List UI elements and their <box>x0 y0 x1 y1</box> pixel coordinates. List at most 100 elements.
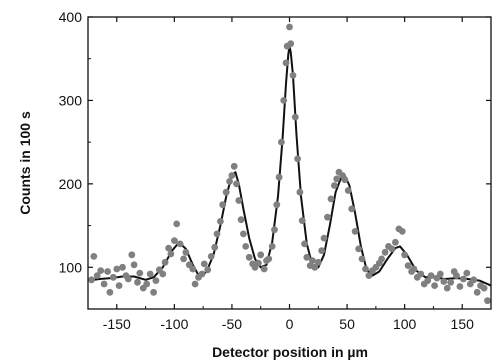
data-point <box>463 269 471 277</box>
fit-curve <box>87 45 492 287</box>
data-point <box>161 258 169 266</box>
data-point <box>171 237 178 245</box>
data-point <box>106 288 114 296</box>
data-point <box>358 255 366 263</box>
data-point <box>237 216 245 224</box>
data-point <box>255 259 262 267</box>
x-tick-label: 150 <box>451 316 475 332</box>
data-point <box>230 162 238 170</box>
data-point <box>97 267 105 274</box>
data-point <box>327 195 335 203</box>
data-point <box>460 275 467 283</box>
data-point <box>404 262 412 269</box>
data-point <box>303 253 311 261</box>
data-point <box>245 253 253 261</box>
data-point <box>378 255 385 263</box>
data-point <box>318 247 326 255</box>
data-point <box>182 248 190 256</box>
data-point <box>119 263 126 271</box>
data-point <box>222 188 230 196</box>
data-point <box>440 278 448 285</box>
data-point <box>453 272 460 279</box>
data-point <box>331 182 338 189</box>
data-point <box>240 230 247 238</box>
data-point <box>242 243 250 250</box>
data-point <box>447 278 455 286</box>
data-point <box>265 255 273 263</box>
data-point <box>93 272 101 279</box>
data-point <box>314 258 322 266</box>
data-point <box>176 240 184 248</box>
data-point <box>146 270 154 278</box>
data-point <box>311 263 319 271</box>
data-point <box>115 282 123 289</box>
data-point <box>294 155 301 163</box>
x-tick-label: -150 <box>103 316 131 332</box>
data-points-layer <box>88 23 491 305</box>
x-tick-label: 50 <box>339 316 355 332</box>
data-point <box>273 201 281 209</box>
data-point <box>470 276 478 284</box>
y-tick-label: 200 <box>59 176 83 192</box>
data-point <box>260 265 268 273</box>
y-tick-label: 300 <box>59 92 83 108</box>
x-axis-title: Detector position in µm <box>212 344 368 360</box>
data-point <box>480 284 488 292</box>
data-point <box>211 243 219 251</box>
data-point <box>271 226 278 234</box>
data-point <box>173 220 181 228</box>
data-point <box>381 248 389 256</box>
data-point <box>165 244 173 252</box>
y-tick-label: 100 <box>59 259 83 275</box>
data-point <box>226 178 234 185</box>
data-point <box>136 269 144 277</box>
data-point <box>124 275 132 283</box>
data-point <box>436 270 444 278</box>
data-point <box>289 72 297 79</box>
data-point <box>280 97 288 104</box>
data-point <box>348 205 356 213</box>
data-point <box>128 251 136 259</box>
x-tick-label: -50 <box>222 316 242 332</box>
data-point <box>217 218 224 225</box>
data-point <box>143 280 151 288</box>
y-tick-label: 400 <box>59 9 83 25</box>
data-point <box>309 257 316 264</box>
data-point <box>344 187 352 194</box>
data-point <box>109 273 117 281</box>
x-tick-label: 0 <box>286 316 294 332</box>
data-point <box>191 280 199 288</box>
data-point <box>228 172 236 179</box>
data-point <box>282 59 290 67</box>
data-point <box>427 272 435 279</box>
fit-curve-layer <box>87 45 492 287</box>
data-point <box>213 230 221 238</box>
y-axis-title: Counts in 100 s <box>17 111 33 215</box>
data-point <box>351 228 359 235</box>
data-point <box>130 261 138 269</box>
data-point <box>113 265 121 273</box>
data-point <box>200 260 208 268</box>
data-point <box>417 270 425 278</box>
data-point <box>150 288 158 296</box>
data-point <box>88 276 95 284</box>
x-tick-label: 100 <box>393 316 417 332</box>
data-point <box>100 280 108 288</box>
data-point <box>286 23 293 31</box>
data-point <box>341 176 349 184</box>
data-point <box>388 245 396 253</box>
data-point <box>219 201 227 209</box>
ticks-layer: -150 -100 -50 0 50 100 150 100 200 300 400 <box>59 9 492 332</box>
data-point <box>365 272 373 279</box>
data-point <box>207 253 215 260</box>
data-point <box>275 173 283 181</box>
data-point <box>268 243 276 250</box>
data-point <box>189 265 197 273</box>
data-point <box>204 266 212 274</box>
data-point <box>473 288 481 296</box>
data-point <box>301 240 308 248</box>
data-point <box>424 277 432 284</box>
data-point <box>484 297 491 305</box>
data-point <box>392 238 399 246</box>
